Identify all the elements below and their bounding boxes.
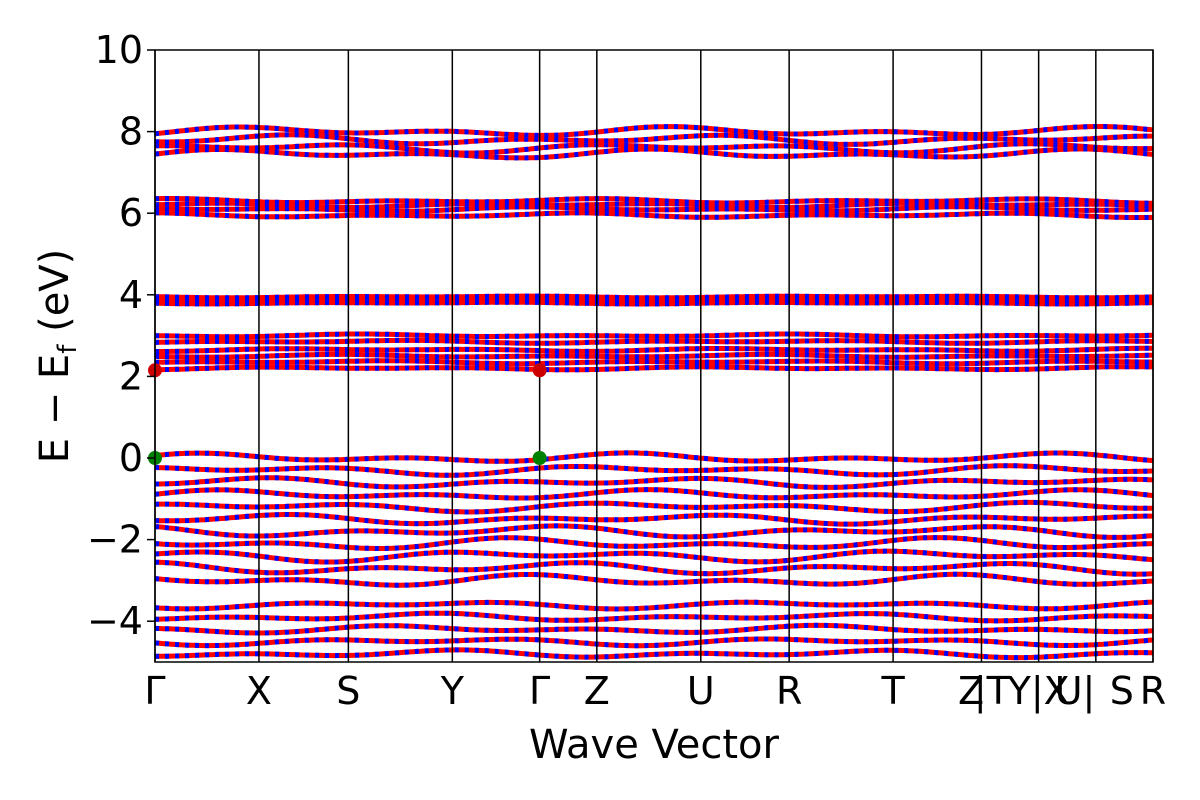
band-line-spin-down	[154, 364, 1153, 373]
band-line-spin-down	[154, 548, 1154, 565]
x-tick-label: X	[246, 669, 272, 713]
band-line-spin-down	[154, 358, 1154, 367]
x-tick-label: |T	[974, 669, 1011, 714]
x-tick-label: S	[1110, 669, 1134, 713]
band-line-spin-up	[154, 358, 1154, 367]
cbm-marker	[532, 363, 547, 378]
y-axis-title-sub: f	[53, 344, 83, 354]
band-line-spin-down	[154, 132, 1153, 147]
band-line-spin-down	[154, 599, 1154, 612]
x-axis-ticks: Γ X S Y Γ Z U R T Z|TY|XU| S R	[144, 669, 1166, 714]
x-tick-label: T	[880, 669, 905, 713]
band-line-spin-down	[154, 499, 1153, 515]
band-line-spin-up	[154, 599, 1154, 612]
x-tick-label: Γ	[144, 669, 165, 713]
band-line-spin-down	[154, 622, 1154, 636]
y-axis-title-unit: (eV)	[32, 249, 78, 345]
x-tick-label: S	[336, 669, 360, 713]
band-line-spin-down	[154, 146, 1154, 161]
y-tick-label: 6	[119, 191, 143, 235]
band-line-spin-down	[154, 610, 1154, 624]
band-line-spin-down	[154, 337, 1154, 346]
vbm-marker	[532, 451, 547, 465]
band-line-spin-down	[154, 647, 1154, 661]
x-tick-label: Y|X	[1007, 669, 1070, 714]
band-line-spin-up	[154, 210, 1154, 220]
band-line-spin-up	[154, 647, 1154, 661]
band-line-spin-up	[155, 345, 1153, 354]
band-line-spin-up	[154, 364, 1153, 373]
x-axis-title: Wave Vector	[529, 722, 780, 768]
x-tick-label: U|	[1055, 669, 1096, 714]
x-tick-label: Y	[440, 669, 465, 713]
band-line-spin-up	[154, 636, 1154, 649]
band-line-spin-down	[154, 636, 1154, 649]
y-axis-title: E − Ef (eV)	[32, 249, 83, 464]
plot-frame	[154, 49, 1154, 663]
bands-layer	[154, 124, 1154, 661]
band-line-spin-down	[155, 475, 1154, 490]
band-line-spin-down	[154, 124, 1154, 138]
band-line-spin-down	[154, 141, 1154, 156]
band-line-spin-up	[154, 141, 1154, 156]
y-tick-label: 2	[119, 354, 143, 398]
y-tick-label: 8	[119, 110, 143, 154]
band-line-spin-down	[155, 331, 1154, 340]
band-line-spin-down	[154, 487, 1154, 501]
band-line-spin-down	[154, 200, 1154, 210]
band-line-spin-down	[154, 351, 1154, 360]
band-line-spin-down	[154, 535, 1154, 551]
y-axis-title-main: E − E	[32, 354, 78, 464]
x-tick-label: Z	[958, 669, 984, 713]
band-line-spin-up	[154, 196, 1153, 206]
band-line-spin-down	[154, 571, 1154, 588]
band-edge-markers	[148, 363, 547, 465]
band-line-spin-down	[155, 293, 1154, 301]
band-line-spin-down	[155, 345, 1153, 354]
y-tick-label: 10	[95, 28, 143, 72]
band-line-spin-down	[154, 450, 1154, 464]
y-axis-ticks: −4 −2 0 2 4 6 8 10	[87, 28, 155, 643]
x-tick-label: R	[776, 669, 802, 713]
band-line-spin-down	[154, 463, 1154, 478]
y-tick-label: −2	[87, 518, 143, 562]
band-line-spin-up	[155, 331, 1154, 340]
band-line-spin-up	[154, 337, 1154, 346]
band-line-spin-down	[154, 196, 1153, 206]
x-tick-label: R	[1140, 669, 1166, 713]
x-tick-label: Z	[584, 669, 610, 713]
band-line-spin-up	[154, 499, 1153, 515]
band-line-spin-down	[154, 512, 1153, 527]
y-tick-label: −4	[87, 599, 143, 643]
band-line-spin-down	[154, 559, 1154, 577]
x-tick-label: U	[687, 669, 715, 713]
y-tick-label: 4	[119, 273, 143, 317]
y-tick-label: 0	[119, 436, 143, 480]
band-line-spin-up	[155, 293, 1154, 301]
band-line-spin-up	[155, 475, 1154, 490]
band-line-spin-up	[154, 463, 1154, 478]
band-line-spin-up	[154, 351, 1154, 360]
x-tick-label: Γ	[529, 669, 550, 713]
band-line-spin-down	[154, 210, 1154, 220]
band-line-spin-up	[154, 610, 1154, 624]
band-line-spin-down	[154, 523, 1154, 540]
band-line-spin-down	[155, 295, 1154, 303]
